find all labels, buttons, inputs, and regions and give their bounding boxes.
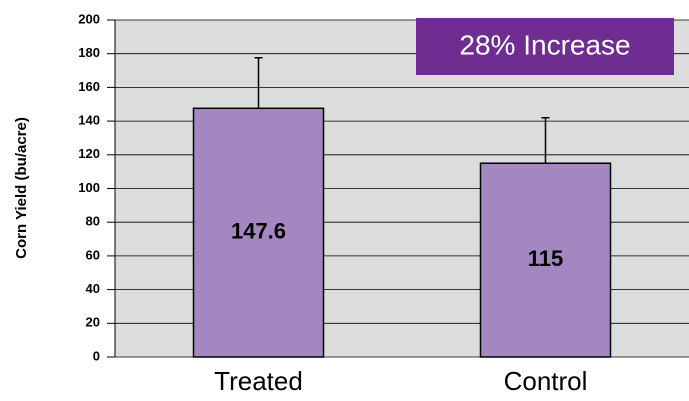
- y-tick-label: 80: [86, 214, 100, 229]
- bar: [192, 107, 325, 358]
- y-tick-label: 200: [78, 11, 100, 26]
- y-tick-label: 20: [86, 315, 100, 330]
- x-tick-label: Treated: [214, 366, 303, 396]
- y-tick-label: 160: [78, 79, 100, 94]
- y-tick-label: 100: [78, 180, 100, 195]
- data-label: 115: [528, 246, 564, 271]
- y-tick-label: 140: [78, 113, 100, 128]
- annotation: 28% Increase: [459, 29, 630, 60]
- bar: [479, 162, 612, 358]
- y-tick-label: 60: [86, 247, 100, 262]
- y-tick-label: 0: [93, 348, 100, 363]
- y-tick-label: 120: [78, 146, 100, 161]
- data-label: 147.6: [231, 218, 286, 243]
- y-axis-label: Corn Yield (bu/acre): [13, 117, 30, 259]
- x-tick-label: Control: [504, 366, 588, 396]
- annotation-box: [416, 18, 674, 75]
- y-tick-label: 40: [86, 281, 100, 296]
- y-tick-label: 180: [78, 45, 100, 60]
